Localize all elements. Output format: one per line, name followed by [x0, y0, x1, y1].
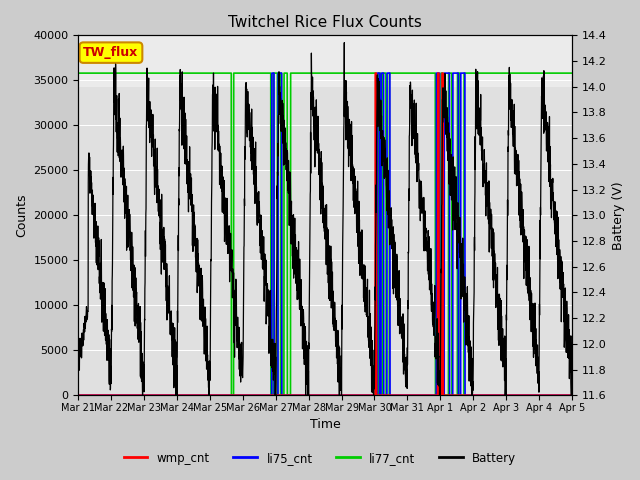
Y-axis label: Counts: Counts [15, 193, 28, 237]
Legend: wmp_cnt, li75_cnt, li77_cnt, Battery: wmp_cnt, li75_cnt, li77_cnt, Battery [119, 447, 521, 469]
Text: TW_flux: TW_flux [83, 46, 139, 59]
Y-axis label: Battery (V): Battery (V) [612, 181, 625, 250]
X-axis label: Time: Time [310, 419, 340, 432]
Title: Twitchel Rice Flux Counts: Twitchel Rice Flux Counts [228, 15, 422, 30]
Bar [79, 36, 572, 87]
